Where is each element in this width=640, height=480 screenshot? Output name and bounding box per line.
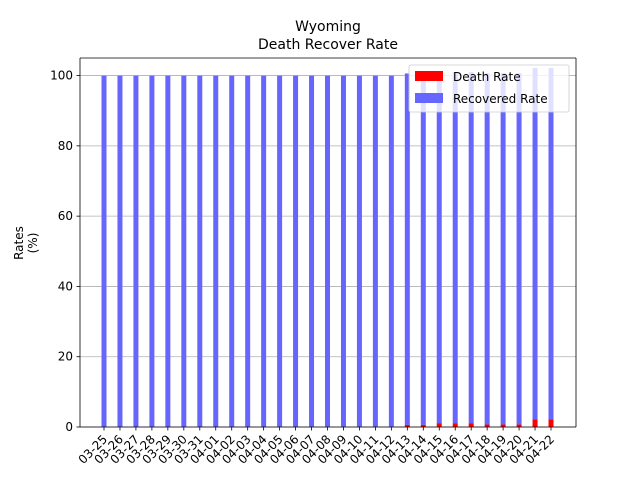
legend-label: Death Rate bbox=[453, 70, 521, 84]
bar-death-rate bbox=[500, 424, 506, 427]
bar-recovered-rate bbox=[213, 75, 219, 428]
bar-recovered-rate bbox=[404, 73, 410, 425]
bar-recovered-rate bbox=[293, 75, 299, 428]
legend-label: Recovered Rate bbox=[453, 92, 548, 106]
bar-recovered-rate bbox=[484, 73, 490, 425]
legend-swatch bbox=[415, 93, 443, 103]
bar-recovered-rate bbox=[261, 75, 267, 428]
bar-death-rate bbox=[420, 424, 426, 427]
bar-recovered-rate bbox=[181, 75, 187, 428]
bar-recovered-rate bbox=[149, 75, 155, 428]
bar-recovered-rate bbox=[340, 75, 346, 428]
bar-recovered-rate bbox=[516, 73, 522, 425]
y-axis-label-text: Rates(%) bbox=[12, 226, 40, 260]
bar-recovered-rate bbox=[133, 75, 139, 428]
bar-recovered-rate bbox=[245, 75, 251, 428]
y-tick-label: 100 bbox=[50, 69, 73, 83]
x-ticks: 03-2503-2603-2703-2803-2903-3003-3104-01… bbox=[76, 427, 557, 467]
y-tick-label: 60 bbox=[58, 209, 73, 223]
bar-recovered-rate bbox=[277, 75, 283, 428]
bar-recovered-rate bbox=[229, 75, 235, 428]
bar-recovered-rate bbox=[117, 75, 123, 428]
chart-title: Wyoming bbox=[295, 19, 361, 35]
bar-recovered-rate bbox=[197, 75, 203, 428]
bar-death-rate bbox=[404, 424, 410, 427]
bar-death-rate bbox=[452, 423, 458, 427]
bar-recovered-rate bbox=[468, 72, 474, 424]
bar-recovered-rate bbox=[532, 67, 538, 420]
bar-death-rate bbox=[436, 423, 442, 427]
axes bbox=[79, 57, 577, 428]
y-tick-label: 80 bbox=[58, 139, 73, 153]
bar-death-rate bbox=[468, 423, 474, 427]
bar-recovered-rate bbox=[101, 75, 107, 428]
bar-death-rate bbox=[516, 424, 522, 427]
legend-box bbox=[408, 64, 570, 113]
y-ticks: 0 20 40 60 80 100 bbox=[50, 69, 80, 434]
bars bbox=[101, 67, 554, 428]
bar-recovered-rate bbox=[325, 75, 330, 428]
bar-death-rate bbox=[548, 419, 554, 427]
bar-recovered-rate bbox=[388, 75, 394, 428]
bar-recovered-rate bbox=[309, 75, 315, 428]
bar-recovered-rate bbox=[372, 75, 378, 428]
y-tick-label: 40 bbox=[58, 279, 73, 293]
bar-recovered-rate bbox=[436, 71, 442, 424]
y-axis-label: Rates(%) bbox=[12, 226, 40, 260]
bar-recovered-rate bbox=[420, 73, 426, 425]
bar-recovered-rate bbox=[548, 67, 554, 420]
bar-recovered-rate bbox=[356, 75, 362, 428]
bar-death-rate bbox=[484, 424, 490, 427]
legend: Death Rate Recovered Rate bbox=[408, 64, 570, 113]
y-tick-label: 0 bbox=[65, 420, 73, 434]
legend-swatch bbox=[415, 71, 443, 81]
bar-recovered-rate bbox=[500, 73, 506, 425]
bar-recovered-rate bbox=[165, 75, 171, 428]
bar-death-rate bbox=[532, 419, 538, 427]
y-tick-label: 20 bbox=[58, 350, 73, 364]
chart-subtitle: Death Recover Rate bbox=[258, 37, 398, 53]
bar-recovered-rate bbox=[452, 72, 458, 424]
